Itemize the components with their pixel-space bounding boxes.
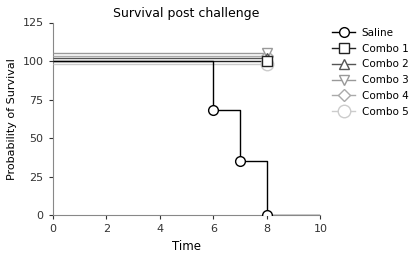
X-axis label: Time: Time (172, 240, 201, 253)
Y-axis label: Probability of Survival: Probability of Survival (7, 58, 17, 180)
Title: Survival post challenge: Survival post challenge (113, 7, 260, 20)
Legend: Saline, Combo 1, Combo 2, Combo 3, Combo 4, Combo 5: Saline, Combo 1, Combo 2, Combo 3, Combo… (328, 24, 412, 121)
